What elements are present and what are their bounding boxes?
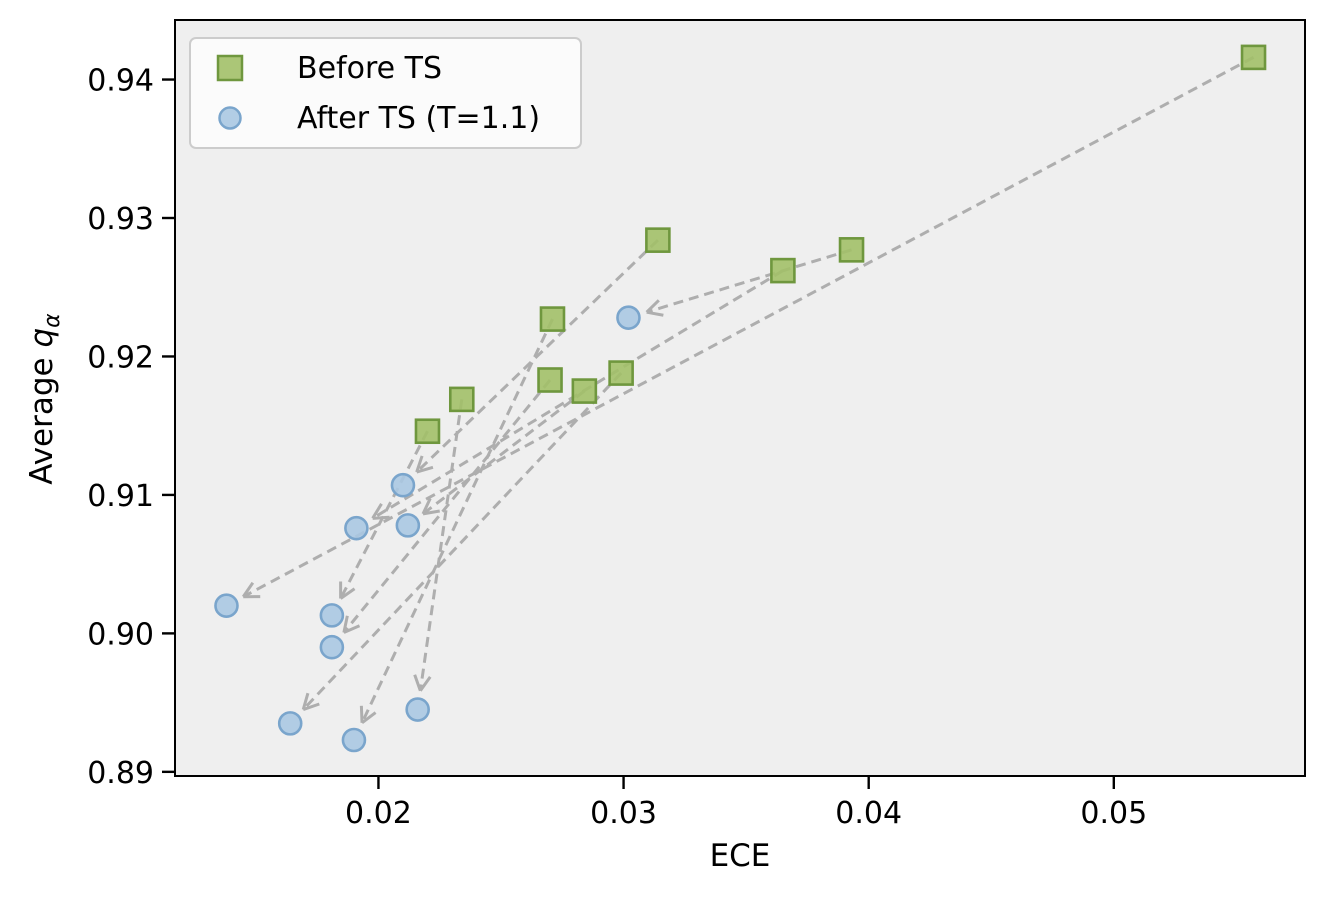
square-marker-icon (216, 54, 244, 82)
arrowhead-icon (416, 465, 434, 474)
before-ts-point (537, 367, 563, 393)
before-ts-point (608, 360, 634, 386)
after-ts-point (344, 515, 369, 541)
before-ts-point (448, 386, 475, 413)
y-tick-label: 0.93 (87, 202, 154, 237)
x-tick-label: 0.02 (345, 796, 412, 831)
after-ts-point (390, 472, 416, 498)
arrowhead-icon (301, 692, 310, 710)
legend-entry-after-ts: After TS (T=1.1) (191, 93, 580, 143)
legend-label-before-ts: Before TS (297, 50, 442, 86)
after-ts-point (319, 634, 345, 660)
after-ts-point (214, 593, 239, 618)
after-ts-point (341, 727, 367, 753)
arrowhead-icon (343, 624, 361, 634)
arrowhead-icon (339, 587, 356, 600)
y-axis-label-subscript: α (40, 313, 65, 328)
y-tick-label: 0.89 (87, 756, 154, 791)
after-ts-point (616, 305, 641, 330)
arrowhead-icon (646, 310, 664, 317)
shift-arrows (241, 56, 1255, 725)
shift-arrow-line (245, 56, 1255, 597)
x-axis-label: ECE (709, 838, 771, 874)
before-ts-point (1240, 44, 1267, 71)
y-tick-label: 0.90 (87, 617, 154, 652)
arrowhead-icon (302, 702, 320, 711)
arrowhead-icon (645, 299, 660, 314)
shift-arrow-line (419, 399, 464, 688)
data-points (214, 44, 1267, 753)
arrowhead-icon (371, 503, 383, 520)
legend-entry-before-ts: Before TS (191, 43, 580, 93)
shift-arrow-line (344, 379, 552, 632)
before-ts-point (770, 257, 796, 284)
x-tick-label: 0.05 (1080, 796, 1147, 831)
before-ts-point (571, 378, 598, 404)
before-ts-point (838, 237, 865, 263)
arrowhead-icon (342, 615, 349, 633)
arrowhead-icon (241, 581, 255, 598)
arrowhead-icon (361, 711, 377, 725)
after-ts-point (405, 697, 430, 722)
y-axis-label-prefix: Average (24, 347, 60, 485)
arrowhead-icon (413, 674, 422, 692)
arrowhead-icon (422, 509, 440, 516)
arrowhead-icon (421, 497, 432, 515)
circle-marker-icon (218, 106, 242, 130)
shift-arrow-line (361, 318, 554, 721)
shift-arrow-line (304, 372, 623, 709)
legend: Before TS After TS (T=1.1) (189, 37, 582, 149)
y-tick-label: 0.92 (87, 340, 154, 375)
x-tick-label: 0.04 (835, 796, 902, 831)
after-ts-point (395, 513, 421, 538)
shift-arrow-line (649, 248, 852, 313)
shift-arrow-line (424, 389, 586, 514)
arrowhead-icon (415, 455, 424, 473)
arrowhead-icon (419, 676, 432, 692)
before-ts-point (645, 227, 671, 253)
before-ts-point (414, 418, 441, 445)
after-ts-point (277, 711, 303, 736)
x-tick-label: 0.03 (590, 796, 657, 831)
y-axis-label: Average qα (20, 239, 65, 559)
legend-swatch-after (218, 106, 242, 130)
arrowhead-icon (359, 705, 364, 723)
y-tick-label: 0.91 (87, 479, 154, 514)
legend-swatch-before (216, 54, 244, 82)
y-tick-label: 0.94 (87, 64, 154, 99)
y-axis-label-variable: q (24, 327, 60, 348)
before-ts-point (539, 306, 566, 332)
after-ts-point (319, 603, 345, 628)
legend-label-after-ts: After TS (T=1.1) (297, 100, 541, 136)
plot-border (174, 19, 1306, 777)
